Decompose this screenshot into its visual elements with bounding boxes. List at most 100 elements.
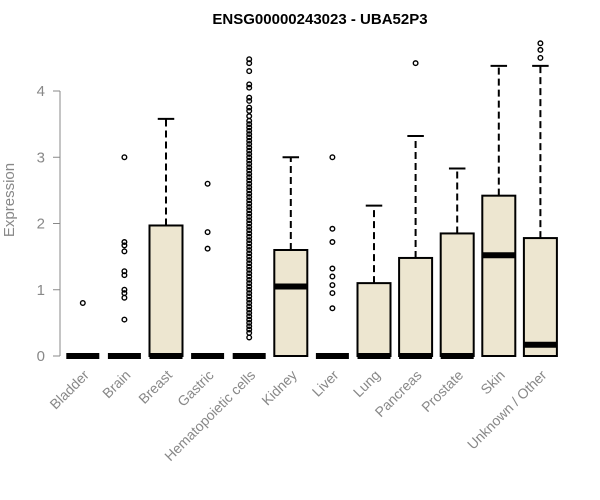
- y-tick-label: 3: [37, 149, 45, 166]
- box-gastric: [191, 180, 225, 359]
- x-tick-label-unknown-other: Unknown / Other: [464, 367, 550, 453]
- outlier-point: [246, 283, 253, 290]
- outlier-point: [246, 256, 253, 263]
- y-tick-label: 1: [37, 282, 45, 299]
- outlier-point: [246, 207, 253, 214]
- outlier-point: [412, 60, 419, 67]
- outlier-point: [246, 121, 253, 128]
- outlier-point: [246, 127, 253, 134]
- outlier-point: [246, 190, 253, 197]
- box-pancreas: [398, 60, 434, 359]
- outlier-point: [246, 210, 253, 217]
- outlier-point: [246, 230, 253, 237]
- outlier-point: [246, 140, 253, 147]
- outlier-point: [246, 246, 253, 253]
- outlier-point: [246, 223, 253, 230]
- outlier-point: [246, 243, 253, 250]
- outlier-point: [246, 306, 253, 313]
- outlier-point: [204, 180, 211, 187]
- outlier-point: [246, 270, 253, 277]
- outlier-point: [246, 273, 253, 280]
- outlier-point: [246, 280, 253, 287]
- outlier-point: [246, 296, 253, 303]
- x-tick-label-skin: Skin: [477, 367, 508, 398]
- outlier-point: [246, 293, 253, 300]
- outlier-point: [246, 131, 253, 138]
- outlier-point: [246, 154, 253, 161]
- x-tick-label-kidney: Kidney: [258, 367, 300, 409]
- outlier-point: [246, 240, 253, 247]
- x-tick-label-lung: Lung: [350, 367, 383, 400]
- outlier-point: [246, 319, 253, 326]
- outlier-point: [246, 217, 253, 224]
- box-body: [439, 232, 475, 357]
- y-tick-label: 2: [37, 216, 45, 233]
- outlier-point: [246, 144, 253, 151]
- outlier-point: [246, 303, 253, 310]
- outlier-point: [329, 282, 336, 289]
- outlier-point: [246, 203, 253, 210]
- outlier-point: [246, 276, 253, 283]
- box-body: [148, 224, 184, 357]
- outlier-point: [246, 84, 253, 91]
- outlier-point: [246, 313, 253, 320]
- outlier-point: [246, 94, 253, 101]
- outlier-point: [329, 154, 336, 161]
- outlier-point: [246, 200, 253, 207]
- outlier-point: [246, 177, 253, 184]
- outlier-point: [246, 134, 253, 141]
- outlier-point: [121, 294, 128, 301]
- outlier-point: [246, 160, 253, 167]
- outlier-point: [246, 309, 253, 316]
- box-body: [522, 237, 558, 357]
- y-tick-label: 4: [37, 83, 45, 100]
- boxes-layer: [66, 40, 558, 359]
- outlier-point: [246, 170, 253, 177]
- outlier-point: [246, 227, 253, 234]
- outlier-point: [537, 46, 544, 53]
- outlier-point: [246, 174, 253, 181]
- outlier-point: [246, 68, 253, 75]
- outlier-point: [121, 239, 128, 246]
- outlier-point: [246, 117, 253, 124]
- outlier-point: [246, 197, 253, 204]
- outlier-point: [246, 263, 253, 270]
- outlier-point: [246, 147, 253, 154]
- outlier-point: [246, 237, 253, 244]
- outlier-point: [246, 213, 253, 220]
- outlier-point: [246, 260, 253, 267]
- outlier-point: [246, 334, 253, 341]
- y-axis-label: Expression: [1, 163, 18, 237]
- box-kidney: [273, 156, 309, 357]
- box-body: [398, 256, 434, 358]
- outlier-point: [121, 286, 128, 293]
- outlier-point: [246, 107, 253, 114]
- box-breast: [148, 117, 184, 359]
- box-skin: [481, 64, 517, 357]
- outlier-point: [246, 220, 253, 227]
- outlier-point: [329, 305, 336, 312]
- outlier-point: [246, 104, 253, 111]
- y-axis: 0 1 2 3 4: [37, 83, 61, 365]
- outlier-point: [537, 54, 544, 61]
- outlier-point: [246, 326, 253, 333]
- y-tick-label: 0: [37, 348, 45, 365]
- box-brain: [107, 154, 141, 359]
- outlier-point: [246, 316, 253, 323]
- outlier-point: [121, 316, 128, 323]
- outlier-point: [329, 239, 336, 246]
- outlier-point: [246, 266, 253, 273]
- box-liver: [315, 154, 349, 359]
- outlier-point: [329, 290, 336, 297]
- outlier-point: [329, 273, 336, 280]
- outlier-point: [246, 157, 253, 164]
- x-tick-label-bladder: Bladder: [46, 367, 92, 413]
- outlier-point: [329, 225, 336, 232]
- outlier-point: [246, 300, 253, 307]
- outlier-point: [246, 286, 253, 293]
- x-tick-label-liver: Liver: [309, 367, 342, 400]
- outlier-point: [537, 40, 544, 47]
- outlier-point: [246, 81, 253, 88]
- outlier-point: [246, 250, 253, 257]
